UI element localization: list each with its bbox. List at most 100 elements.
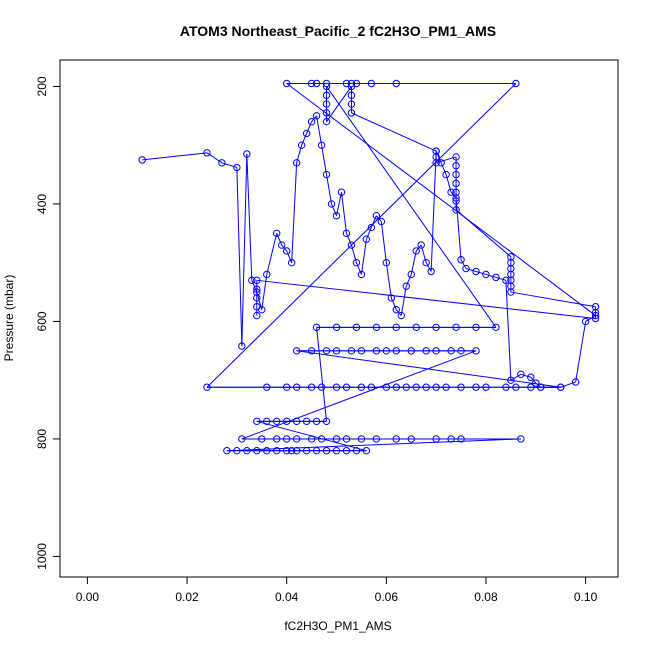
data-point [392, 323, 400, 332]
y-axis-label: Pressure (mbar) [2, 275, 16, 362]
data-point [472, 267, 480, 276]
series-line-segment [430, 151, 437, 272]
data-point [422, 258, 430, 267]
data-point [282, 383, 291, 391]
data-point [282, 247, 291, 255]
chart-title: ATOM3 Northeast_Pacific_2 fC2H3O_PM1_AMS [180, 23, 496, 39]
data-point [457, 435, 465, 443]
x-tick-label: 0.08 [474, 590, 498, 604]
data-point [581, 317, 590, 326]
series-line-segment [346, 233, 352, 246]
series-line-segment [311, 115, 317, 123]
series-line-segment [475, 271, 487, 275]
x-tick-label: 0.06 [375, 590, 399, 604]
data-point [238, 435, 246, 443]
series-line-segment [351, 112, 437, 152]
data-point [472, 347, 480, 355]
data-point [253, 446, 261, 455]
series-line-segment [221, 162, 238, 168]
data-point [357, 270, 366, 279]
data-point [407, 347, 415, 355]
data-point [322, 100, 331, 108]
data-point [377, 217, 386, 226]
data-point [263, 270, 271, 279]
data-point [287, 446, 296, 455]
data-point [282, 79, 291, 88]
data-point [512, 383, 520, 391]
series-line-segment [385, 262, 392, 299]
data-point [367, 79, 376, 88]
series-line-segment [226, 438, 521, 452]
series-line-segment [246, 153, 253, 281]
series-line-segment [395, 309, 402, 316]
plot-frame [59, 59, 619, 578]
data-point [253, 294, 261, 302]
data-point [507, 253, 515, 261]
y-tick-label: 200 [35, 76, 49, 96]
data-point [382, 383, 391, 391]
data-point [243, 150, 251, 158]
data-point [307, 383, 316, 391]
series-line-segment [440, 162, 447, 175]
series-line-segment [340, 192, 347, 234]
data-point [292, 159, 301, 167]
data-point [392, 347, 400, 355]
y-tick-label: 800 [35, 429, 49, 449]
series-line-segment [316, 115, 323, 146]
data-point [273, 229, 281, 238]
series-line-segment [256, 279, 596, 319]
data-point [312, 112, 321, 120]
data-point [502, 383, 510, 391]
data-point [482, 270, 490, 279]
data-point [352, 446, 361, 455]
series-line-segment [360, 239, 367, 275]
data-point [347, 347, 356, 355]
data-point [537, 383, 545, 391]
data-point [322, 347, 331, 355]
data-point [492, 323, 500, 332]
data-point [282, 446, 291, 455]
data-point [253, 288, 261, 296]
data-point [292, 347, 301, 355]
data-point [591, 311, 600, 320]
series-line-segment [142, 152, 208, 161]
data-point [507, 270, 515, 279]
data-point [258, 435, 266, 443]
data-point [507, 258, 515, 267]
data-point [218, 159, 226, 167]
data-point [527, 373, 535, 381]
series-line-segment [415, 244, 422, 252]
data-point [452, 206, 460, 214]
series-line-segment [286, 250, 293, 263]
data-point [591, 308, 600, 317]
series-line-segment [251, 280, 258, 293]
data-point [263, 417, 271, 426]
data-point [452, 197, 460, 205]
data-point [292, 383, 301, 391]
data-point [492, 273, 500, 282]
data-point [357, 435, 366, 443]
data-point [432, 347, 440, 355]
data-point [292, 446, 301, 455]
series-line-segment [560, 381, 576, 388]
series-line-segment [455, 209, 512, 258]
data-point [347, 79, 356, 88]
y-axis: 200 400 600 800 1000 [35, 76, 60, 570]
series-line-segment [505, 280, 512, 381]
data-point [432, 435, 440, 443]
data-point [457, 383, 465, 391]
data-point [402, 383, 410, 391]
data-point [322, 117, 331, 126]
x-tick-label: 0.10 [574, 590, 598, 604]
data-point [367, 223, 376, 232]
data-point [457, 256, 465, 264]
series-line-segment [321, 145, 328, 175]
data-point [332, 435, 341, 443]
data-point [591, 303, 600, 311]
series-line-segment [281, 244, 288, 252]
data-point [392, 435, 400, 443]
data-point [447, 188, 455, 196]
data-point [322, 446, 331, 455]
data-point [302, 446, 311, 455]
